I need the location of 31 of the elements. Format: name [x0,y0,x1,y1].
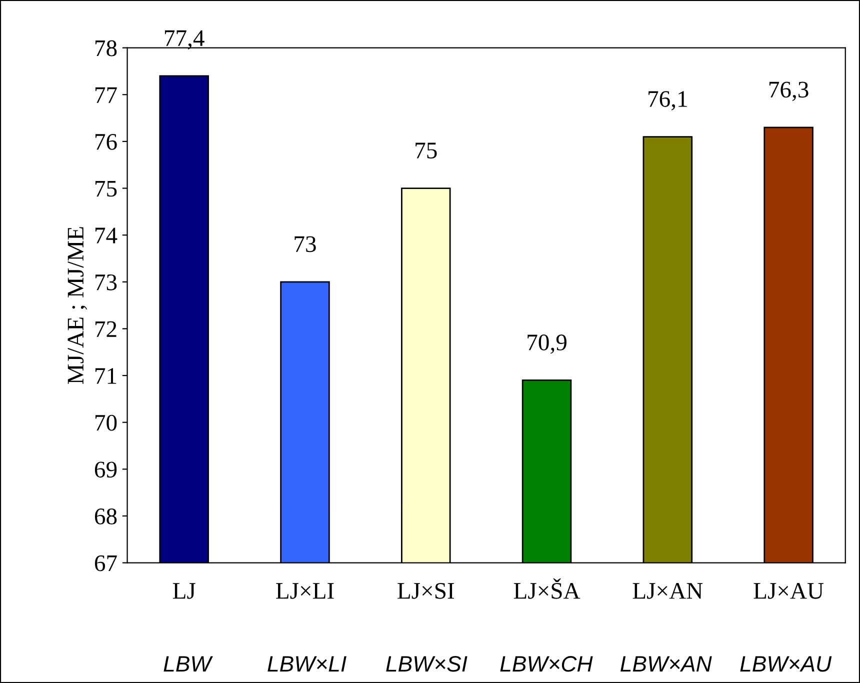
text: LBW×SI [386,656,468,672]
text: LBW×CH [500,656,593,672]
y-tick-label: 71 [96,368,116,384]
data-label: 70,9 [528,334,566,354]
data-label: 73 [294,236,316,252]
x-tick-label: LJ×LI [276,583,334,599]
y-tick-label: 67 [94,555,117,572]
text: LBW×LI [268,656,346,672]
y-tick-label: 78 [96,40,117,56]
x-tick-label: LJ×AU [754,583,824,599]
x-tick-label: LJ [172,583,196,599]
y-tick-label: 77 [96,87,117,103]
x-tick-label: LJ×AN [632,583,703,599]
y-tick-label: 68 [94,508,117,524]
y-tick-label: 76 [96,134,117,150]
text: LBW×AU [740,656,832,672]
y-tick-label: 75 [96,180,117,197]
y-tick-label: 70 [96,414,117,431]
y-tick-label: 73 [96,274,117,290]
y-tick-label: 69 [94,462,117,478]
x-tick-label: LJ×SI [398,582,454,599]
data-label: 77,4 [164,30,204,50]
text: LBW [164,656,213,672]
y-axis-title: MJ/AE ; MJ/ME [68,227,87,384]
y-tick-label: 72 [96,321,116,337]
data-label: 75 [416,142,437,158]
y-tick-label: 74 [96,228,118,244]
x-tick-label: LJ×ŠA [514,578,580,599]
text: LBW×AN [620,656,712,672]
data-label: 76,1 [648,91,687,110]
data-label: 76,3 [769,82,808,101]
